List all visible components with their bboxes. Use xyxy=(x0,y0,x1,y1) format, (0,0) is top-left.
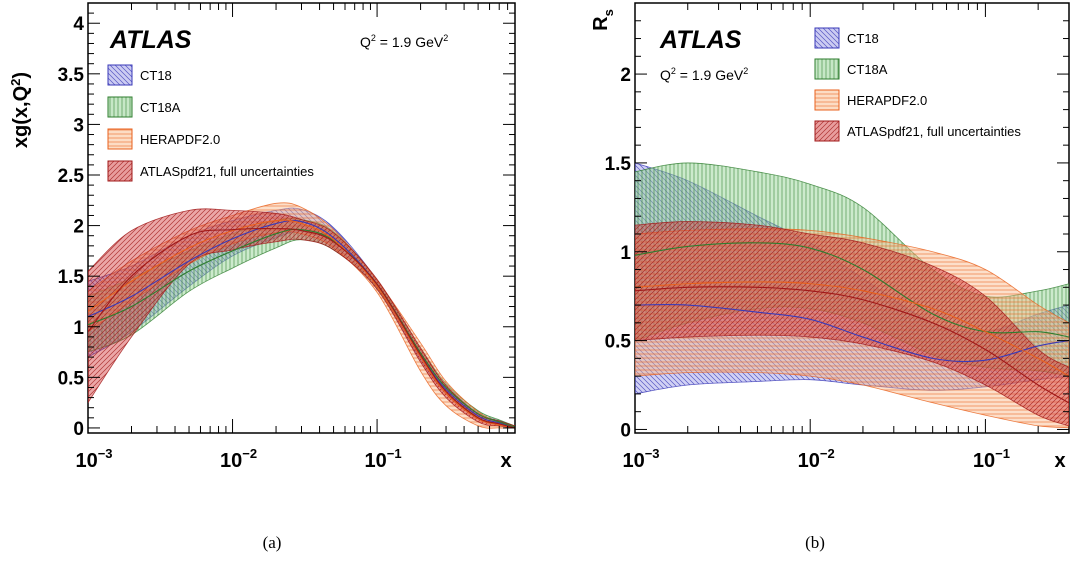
panel-b-legend-ct18-label: CT18 xyxy=(847,31,879,46)
panel-a-ct18-central-line xyxy=(88,219,515,428)
panel-b-y-tick-label: 0 xyxy=(620,420,631,441)
panel-a-x-axis-label: x xyxy=(500,450,511,472)
panel-b-q2-label: Q2 = 1.9 GeV2 xyxy=(660,66,748,83)
panel-a-y-tick-label: 4 xyxy=(73,14,84,35)
panel-a-y-axis-label: xg(x,Q2) xyxy=(8,72,32,148)
panel-b-legend: CT18 CT18A HERAPDF2.0 ATLASpdf21, full unce… xyxy=(814,27,1021,142)
panel-a-herapdf2-0-central-line xyxy=(88,219,515,429)
panel-a-experiment-label: ATLAS xyxy=(109,26,192,54)
panel-b-legend-atlaspdf21-full-uncertainties-swatch xyxy=(814,120,840,142)
panel-a-bands xyxy=(88,202,515,429)
panel-a-y-tick-label: 0.5 xyxy=(58,368,85,389)
panel-b-caption: (b) xyxy=(805,533,825,552)
panel-a-ct18a-central-line xyxy=(88,228,515,428)
panel-b-legend-ct18a-label: CT18A xyxy=(847,62,888,77)
panel-b-y-tick-label: 1.5 xyxy=(605,154,632,175)
panel-a-y-tick-label: 2.5 xyxy=(58,166,85,187)
panel-a-legend-atlaspdf21-full-uncertainties-swatch xyxy=(107,160,133,182)
panel-b-ct18-central-line xyxy=(635,303,1069,363)
panel-b: 0 0.5 1 1.5 2 10−3 10−2 10−1 ATLAS Q2 = 1.9 Ge… xyxy=(590,2,1070,552)
panel-a-legend-herapdf2-0-swatch xyxy=(107,128,133,150)
panel-b-y-tick-label: 2 xyxy=(620,65,631,86)
panel-b-y-tick-label: 0.5 xyxy=(605,332,632,353)
panel-a-legend: CT18 CT18A HERAPDF2.0 ATLASpdf21, full unce… xyxy=(107,64,314,182)
panel-a-y-tick-label: 3 xyxy=(73,115,84,136)
panel-a-y-tick-label: 3.5 xyxy=(58,65,85,86)
panel-a-x-tick-label: 10−1 xyxy=(365,446,402,472)
panel-b-ticks xyxy=(634,2,1070,433)
panel-b-bands xyxy=(635,162,1069,429)
panel-b-x-tick-labels: 10−3 10−2 10−1 xyxy=(622,446,1009,472)
panel-b-legend-atlaspdf21-full-uncertainties-label: ATLASpdf21, full uncertainties xyxy=(847,124,1021,139)
panel-a-x-tick-label: 10−3 xyxy=(75,446,112,472)
panel-b-ct18a-central-line xyxy=(635,242,1069,338)
panel-a: 0 0.5 1 1.5 2 2.5 3 3.5 4 10−3 10−2 10−1 ATLAS Q2 … xyxy=(8,2,516,552)
panel-a-y-tick-label: 1 xyxy=(73,318,84,339)
panel-b-experiment-label: ATLAS xyxy=(659,26,742,54)
panel-a-caption: (a) xyxy=(263,533,282,552)
panel-b-x-axis-label: x xyxy=(1054,450,1065,472)
panel-a-q2-label: Q2 = 1.9 GeV2 xyxy=(360,33,448,50)
panel-a-legend-ct18a-swatch xyxy=(107,96,133,118)
panel-a-ticks xyxy=(87,2,516,433)
panel-a-legend-ct18a-label: CT18A xyxy=(140,100,181,115)
panel-a-legend-ct18-label: CT18 xyxy=(140,68,172,83)
panel-b-legend-ct18-swatch xyxy=(814,27,840,49)
panel-b-x-tick-label: 10−1 xyxy=(973,446,1010,472)
panel-b-atlaspdf21-full-uncertainties-central-line xyxy=(635,286,1069,404)
panel-a-y-tick-labels: 0 0.5 1 1.5 2 2.5 3 3.5 4 xyxy=(58,14,85,440)
panel-b-legend-ct18a-swatch xyxy=(814,58,840,80)
panel-b-x-tick-label: 10−2 xyxy=(798,446,835,472)
panel-b-y-tick-label: 1 xyxy=(620,243,631,264)
panel-a-x-tick-labels: 10−3 10−2 10−1 xyxy=(75,446,401,472)
panel-a-atlaspdf21-full-uncertainties-central-line xyxy=(88,227,515,429)
panel-a-y-tick-label: 0 xyxy=(73,419,84,440)
panel-a-legend-herapdf2-0-label: HERAPDF2.0 xyxy=(140,132,220,147)
panel-b-legend-herapdf2-0-swatch xyxy=(814,89,840,111)
panel-b-x-tick-label: 10−3 xyxy=(622,446,659,472)
panel-b-y-axis-label: Rs xyxy=(590,9,616,31)
panel-a-x-tick-label: 10−2 xyxy=(220,446,257,472)
panel-a-legend-atlaspdf21-full-uncertainties-label: ATLASpdf21, full uncertainties xyxy=(140,164,314,179)
panel-a-y-tick-label: 1.5 xyxy=(58,267,85,288)
panel-b-herapdf2-0-central-line xyxy=(635,281,1069,377)
panel-a-y-tick-label: 2 xyxy=(73,217,84,238)
panel-a-legend-ct18-swatch xyxy=(107,64,133,86)
panel-b-atlaspdf21-full-uncertainties-band-hatch xyxy=(635,221,1069,427)
panel-b-y-tick-labels: 0 0.5 1 1.5 2 xyxy=(605,65,632,441)
panel-b-legend-herapdf2-0-label: HERAPDF2.0 xyxy=(847,93,927,108)
